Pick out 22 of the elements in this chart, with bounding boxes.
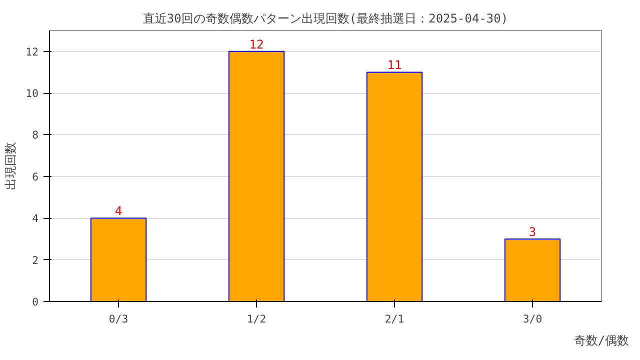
x-tick-label: 2/1 xyxy=(384,312,404,326)
data-label: 11 xyxy=(387,58,402,72)
bar xyxy=(228,50,285,302)
chart-title: 直近30回の奇数偶数パターン出現回数(最終抽選日：2025-04-30) xyxy=(142,12,508,26)
x-tick-label: 1/2 xyxy=(246,312,266,326)
y-tick-label: 8 xyxy=(32,128,39,142)
y-axis-title: 出現回数 xyxy=(4,142,18,190)
data-label: 3 xyxy=(528,224,536,239)
y-tick-label: 4 xyxy=(32,212,39,226)
x-tick-label: 3/0 xyxy=(522,312,542,326)
y-tick-label: 12 xyxy=(26,45,39,58)
y-tick-label: 10 xyxy=(26,87,39,100)
y-tick-label: 2 xyxy=(32,254,39,267)
x-tick-label: 0/3 xyxy=(108,312,128,326)
bar xyxy=(90,218,147,302)
bar xyxy=(504,238,561,302)
x-axis-title: 奇数/偶数 xyxy=(574,334,630,348)
data-label: 4 xyxy=(114,204,122,218)
data-label: 12 xyxy=(249,37,264,52)
bar xyxy=(366,72,423,302)
y-tick-label: 6 xyxy=(32,170,39,184)
y-tick-label: 0 xyxy=(32,296,39,308)
